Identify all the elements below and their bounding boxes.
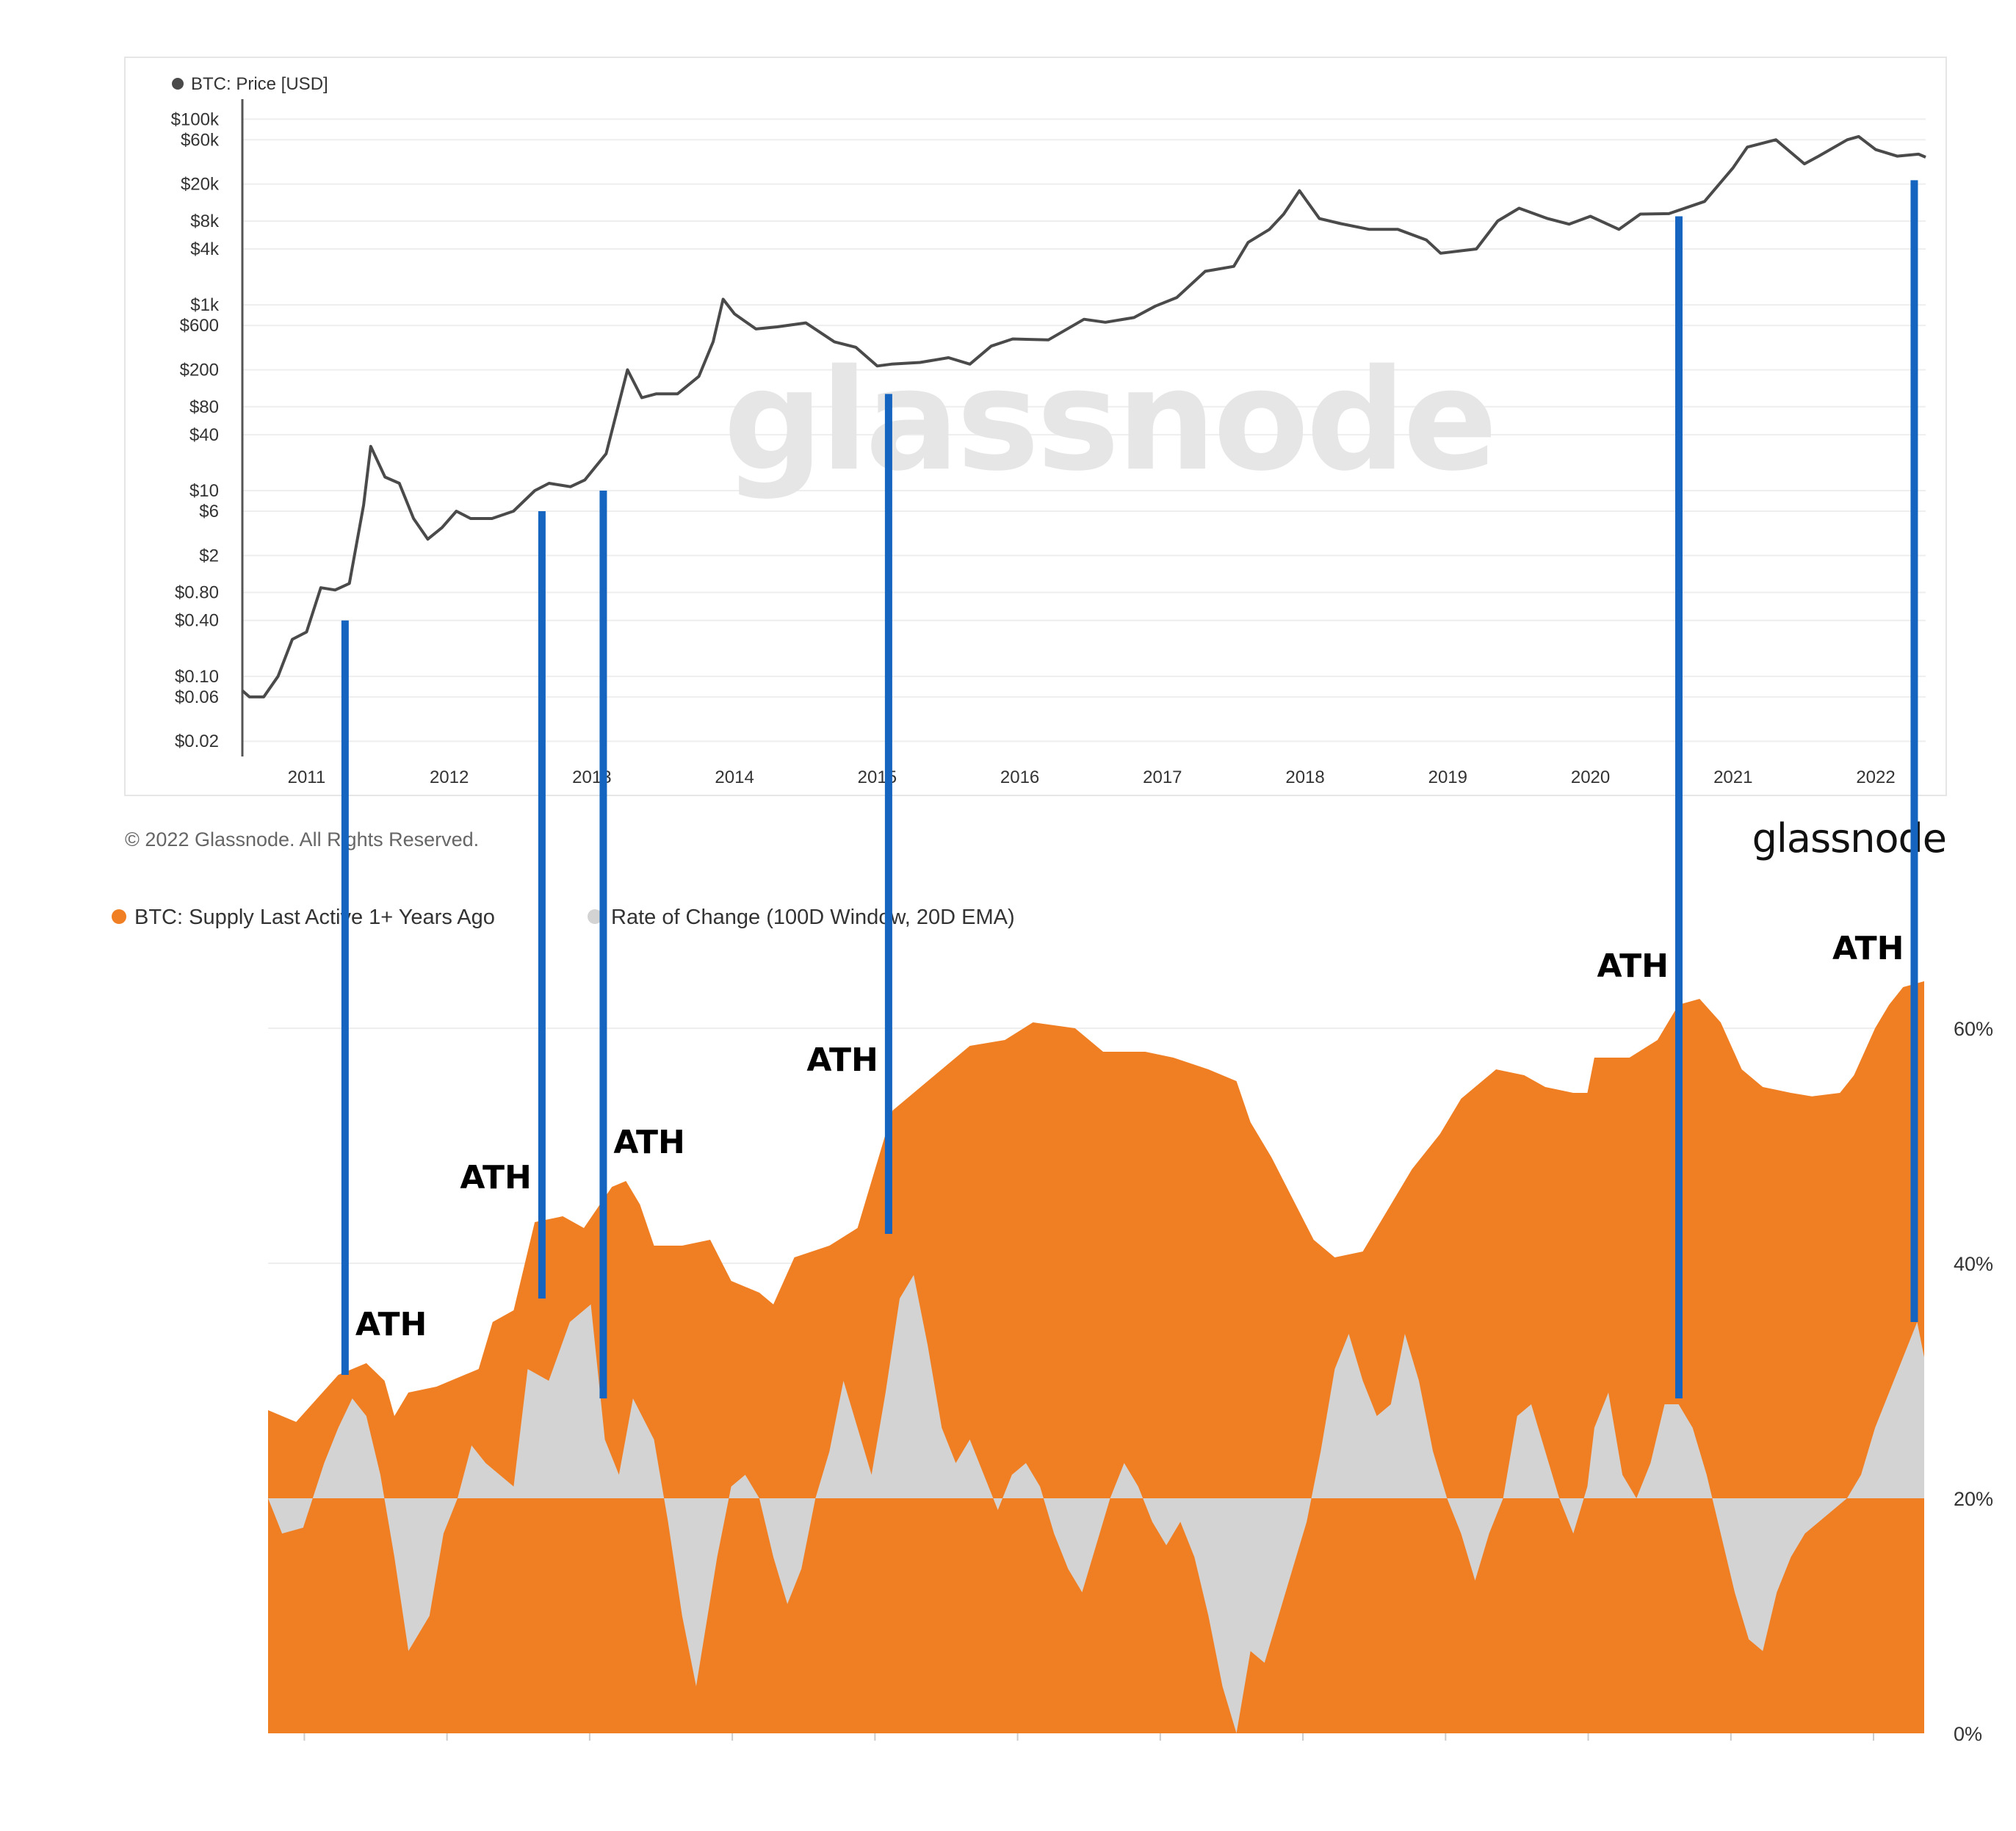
price-y-tick-label: $0.40 xyxy=(175,611,219,631)
price-x-tick-label: 2018 xyxy=(1285,768,1324,787)
price-y-tick-label: $1k xyxy=(190,295,220,315)
price-x-tick-label: 2019 xyxy=(1428,768,1467,787)
supply-panel: BTC: Supply Last Active 1+ Years Ago Rat… xyxy=(112,906,1993,1745)
supply-y-tick-label: 20% xyxy=(1954,1488,1993,1510)
ath-label: ATH xyxy=(806,1041,878,1079)
price-y-tick-label: $40 xyxy=(189,425,219,445)
ath-label: ATH xyxy=(613,1124,684,1161)
watermark-text: glassnode xyxy=(723,339,1495,502)
price-panel: glassnode BTC: Price [USD] $100k$60k $20k… xyxy=(124,57,1947,796)
supply-legend-label: BTC: Supply Last Active 1+ Years Ago xyxy=(134,906,495,929)
price-x-tick-label: 2011 xyxy=(288,768,326,787)
price-y-tick-label: $0.10 xyxy=(175,667,219,687)
supply-y-tick-label: 0% xyxy=(1954,1723,1982,1745)
roc-legend-label: Rate of Change (100D Window, 20D EMA) xyxy=(611,906,1015,929)
supply-legend-dot xyxy=(112,909,126,924)
supply-legend: BTC: Supply Last Active 1+ Years Ago Rat… xyxy=(112,906,1015,929)
ath-label: ATH xyxy=(460,1159,531,1196)
price-y-tick-label: $8k xyxy=(190,212,220,231)
price-y-tick-label: $200 xyxy=(180,360,219,380)
price-legend: BTC: Price [USD] xyxy=(172,74,328,94)
price-x-tick-label: 2017 xyxy=(1143,768,1182,787)
ath-label: ATH xyxy=(1597,947,1668,985)
roc-legend-dot xyxy=(588,909,602,924)
price-y-tick-label: $10 xyxy=(189,481,219,501)
price-y-tick-label: $0.80 xyxy=(175,583,219,603)
price-y-tick-label: $20k xyxy=(181,175,220,195)
price-y-tick-label: $4k xyxy=(190,239,220,259)
price-y-tick-label: $0.06 xyxy=(175,687,219,707)
supply-y-tick-label: 60% xyxy=(1954,1018,1993,1040)
supply-y-tick-label: 40% xyxy=(1954,1253,1993,1275)
price-legend-label: BTC: Price [USD] xyxy=(191,74,328,94)
ath-markers: ATH ATH ATH ATH ATH ATH xyxy=(341,180,1918,1398)
price-y-tick-label: $600 xyxy=(180,316,219,336)
supply-x-axis-ticks xyxy=(303,1733,1875,1741)
price-x-tick-label: 2020 xyxy=(1571,768,1610,787)
price-x-tick-label: 2021 xyxy=(1713,768,1752,787)
price-y-tick-label: $2 xyxy=(199,546,219,566)
price-gridlines xyxy=(242,118,1926,743)
price-x-tick-label: 2016 xyxy=(1000,768,1039,787)
price-y-tick-label: $100k xyxy=(171,109,220,129)
copyright-text: © 2022 Glassnode. All Rights Reserved. xyxy=(125,828,479,851)
price-x-tick-label: 2014 xyxy=(715,768,754,787)
price-y-tick-label: $60k xyxy=(181,130,220,150)
price-y-axis-ticks: $100k$60k$20k$8k$4k$1k$600$200$80$40$10$… xyxy=(171,109,220,751)
price-legend-dot xyxy=(172,78,184,90)
supply-y-axis-ticks: 0% 20% 40% 60% xyxy=(1954,1018,1993,1745)
ath-label: ATH xyxy=(1832,930,1904,967)
price-y-tick-label: $0.02 xyxy=(175,732,219,751)
price-panel-border xyxy=(124,57,1947,796)
price-y-tick-label: $6 xyxy=(199,502,219,521)
ath-label: ATH xyxy=(355,1306,427,1343)
price-x-tick-label: 2012 xyxy=(430,768,469,787)
roc-series-area xyxy=(268,1275,1924,1733)
price-y-tick-label: $80 xyxy=(189,397,219,417)
price-series-line xyxy=(241,134,1926,698)
price-x-tick-label: 2022 xyxy=(1856,768,1895,787)
